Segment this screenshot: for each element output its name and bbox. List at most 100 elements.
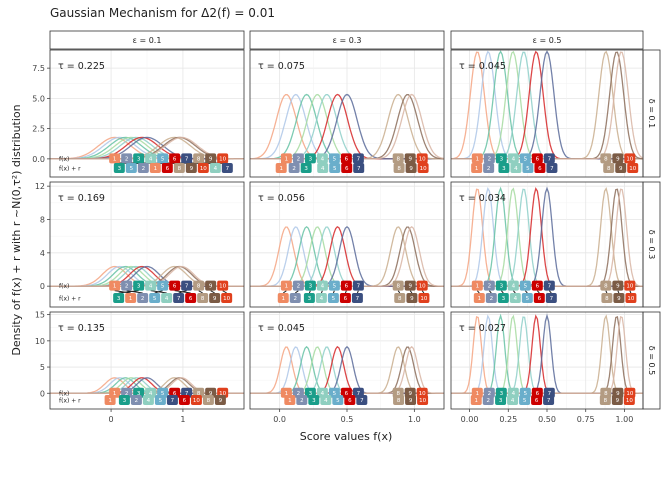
noisy-chip-label: 9 — [219, 398, 223, 404]
facet-panel: 1 2 3 4 5 6 7 8 9 101 2 3 4 5 6 7 8 9 10τ = 0.075 — [249, 49, 445, 178]
noisy-chip — [332, 395, 344, 405]
noisy-chip — [125, 293, 137, 303]
tau-label: τ = 0.075 — [258, 61, 305, 72]
noisy-chip-label: 10 — [629, 166, 636, 172]
noisy-chip — [405, 163, 417, 173]
column-strip-box — [450, 30, 644, 50]
rank-connector — [126, 290, 143, 294]
noisy-chip — [209, 163, 221, 173]
noisy-chip — [209, 293, 221, 303]
score-chip-label: 8 — [396, 156, 400, 162]
score-chip-label: 6 — [345, 156, 349, 162]
noisy-chip-label: 7 — [550, 296, 554, 302]
score-chip-label: 6 — [536, 156, 540, 162]
y-tick-label: 2.5 — [32, 125, 45, 134]
facet-panel: f(x)f(x) + r1 2 3 4 5 6 7 8 9 101 23 5 4 67 8 9 10τ = 0.… — [35, 181, 245, 308]
noisy-chip — [161, 293, 173, 303]
noisy-chip — [275, 163, 287, 173]
tau-label: τ = 0.045 — [258, 323, 305, 334]
noisy-chip-label: 1 — [475, 166, 479, 172]
noisy-chip — [137, 163, 149, 173]
noisy-chip-label: 3 — [312, 398, 316, 404]
noisy-chip-label: 7 — [550, 166, 554, 172]
score-chip-label: 7 — [357, 156, 361, 162]
rank-connector — [488, 290, 492, 294]
noisy-chip-label: 10 — [626, 398, 633, 404]
score-chip — [217, 153, 229, 164]
noisy-chip-label: 1 — [282, 296, 286, 302]
score-chip — [507, 280, 519, 291]
noisy-chip — [531, 395, 543, 405]
score-chip-label: 2 — [297, 391, 301, 397]
noisy-chip — [533, 293, 545, 303]
score-chip — [193, 280, 205, 291]
score-chip-label: 1 — [476, 284, 480, 290]
noisy-chip-label: 9 — [616, 398, 620, 404]
noisy-chip — [394, 293, 406, 303]
score-chip — [316, 153, 328, 164]
score-chip-label: 10 — [419, 156, 426, 162]
noisy-chip — [173, 163, 185, 173]
score-chip — [624, 153, 636, 164]
noisy-chip — [625, 293, 637, 303]
noisy-chip — [118, 395, 130, 405]
score-chip — [217, 280, 229, 291]
score-chip-label: 3 — [137, 156, 141, 162]
noisy-chip-label: 1 — [478, 296, 482, 302]
score-chip — [612, 153, 624, 164]
facet-panel: 1 2 3 4 5 6 7 8 9 101 2 3 4 5 6 7 8 9 10τ = 0.056 — [249, 181, 445, 308]
tau-label: τ = 0.027 — [459, 323, 506, 334]
noisy-chip — [509, 293, 521, 303]
score-chip — [392, 280, 404, 291]
x-tick-label: 0.5 — [341, 415, 354, 424]
tau-label: τ = 0.034 — [459, 193, 506, 204]
y-tick-label: 0.0 — [32, 155, 45, 164]
noisy-chip-label: 8 — [397, 166, 401, 172]
rank-connector — [476, 290, 480, 294]
score-chip-label: 3 — [309, 284, 313, 290]
score-chip-label: 5 — [333, 284, 337, 290]
noisy-chip-label: 4 — [165, 296, 169, 302]
score-chip — [600, 280, 612, 291]
noisy-chip-label: 4 — [320, 296, 324, 302]
noisy-chip — [214, 395, 226, 405]
x-tick-label: 0 — [109, 415, 114, 424]
score-chip-label: 6 — [345, 391, 349, 397]
score-chip — [205, 280, 217, 291]
score-chip-label: 2 — [125, 284, 129, 290]
noisy-chip — [613, 293, 625, 303]
score-chip — [292, 280, 304, 291]
noisy-chip — [113, 293, 125, 303]
score-chip — [193, 153, 205, 164]
score-chip-label: 1 — [113, 156, 117, 162]
score-chip-label: 10 — [419, 284, 426, 290]
score-chip — [121, 153, 133, 164]
y-tick-label: 0 — [40, 389, 45, 398]
noisy-chip — [197, 293, 209, 303]
noisy-chip-label: 2 — [487, 166, 491, 172]
noisy-chip — [142, 395, 154, 405]
noisy-chip — [197, 163, 209, 173]
x-tick-label: 0.25 — [499, 415, 517, 424]
score-chip-label: 2 — [488, 391, 492, 397]
panel-border — [249, 181, 445, 308]
score-chip-label: 9 — [209, 156, 213, 162]
rank-connector — [524, 290, 528, 294]
y-tick-label: 4 — [40, 249, 45, 258]
score-chip-label: 4 — [149, 156, 153, 162]
x-tick-label: 1 — [180, 415, 185, 424]
x-tick-label: 0.00 — [461, 415, 479, 424]
noisy-chip-label: 4 — [514, 166, 518, 172]
rank-connector — [629, 290, 632, 294]
noisy-chip-label: 5 — [526, 296, 530, 302]
noisy-chip-label: 9 — [190, 166, 194, 172]
score-chip — [543, 153, 555, 164]
noisy-chip-label: 5 — [526, 166, 530, 172]
noisy-chip-label: 2 — [294, 296, 298, 302]
score-chip-label: 6 — [536, 284, 540, 290]
score-chip-label: 5 — [333, 391, 337, 397]
row-label-fx-plus-r: f(x) + r — [59, 398, 81, 405]
rank-connector — [294, 290, 299, 294]
